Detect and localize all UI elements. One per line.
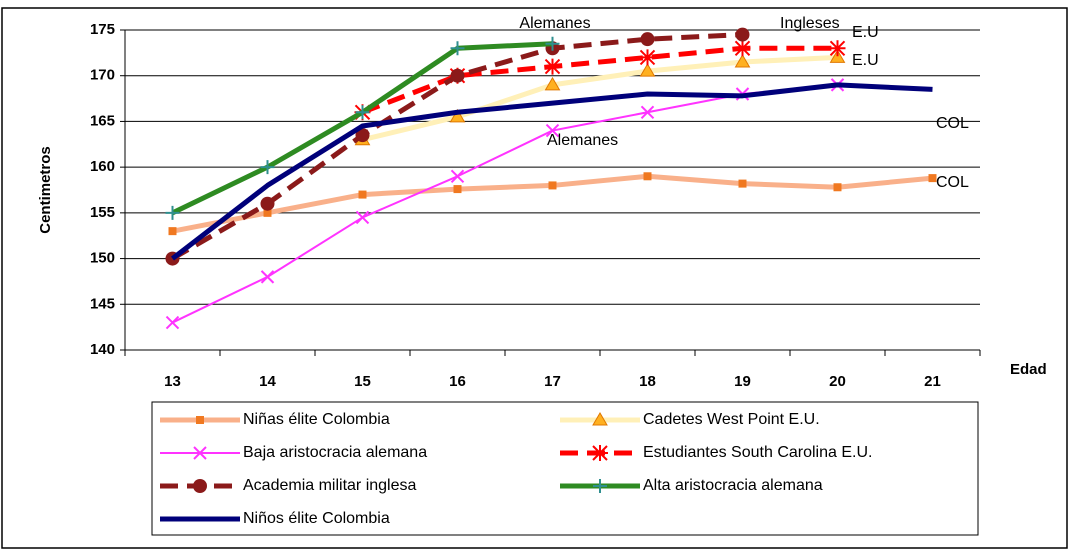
legend-label: Niños élite Colombia [243,510,390,527]
marker [639,63,656,77]
legend-box [151,401,979,536]
marker [640,32,655,47]
annotation: COL [936,174,969,191]
annotation: Alemanes [519,15,590,32]
marker [544,76,561,91]
marker [545,123,560,138]
marker [592,412,608,426]
legend-label: Estudiantes South Carolina E.U. [643,444,872,461]
marker [734,54,751,68]
marker [593,479,607,493]
marker [260,196,275,211]
marker [829,40,846,57]
y-tick-label: 150 [90,250,115,267]
y-tick-label: 170 [90,67,115,84]
marker [544,58,561,75]
marker [833,183,842,192]
marker [450,68,465,83]
x-tick-label: 14 [259,373,276,390]
marker [196,416,204,424]
chart-frame [1,7,1068,549]
y-tick-label: 160 [90,158,115,175]
x-tick-label: 21 [924,373,941,390]
y-tick-label: 175 [90,21,115,38]
marker [548,181,557,190]
annotation: Alemanes [547,132,618,149]
marker [735,27,750,42]
marker [355,210,370,225]
marker [449,108,466,123]
series-line [361,45,838,115]
x-tick-label: 16 [449,373,466,390]
marker [193,446,207,460]
legend-label: Cadetes West Point E.U. [643,411,820,428]
legend-label: Alta aristocracia alemana [643,477,823,494]
marker [260,270,275,284]
annotation: E.U [852,52,879,69]
y-tick-label: 165 [90,112,115,129]
marker [358,190,367,199]
marker [260,160,275,175]
y-tick-label: 145 [90,295,115,312]
marker [829,49,846,63]
series-line [361,54,838,143]
marker [355,105,370,120]
annotation: COL [936,115,969,132]
x-tick-label: 17 [544,373,561,390]
marker [592,445,608,461]
y-tick-label: 155 [90,204,115,221]
marker [193,479,207,493]
marker [643,172,652,181]
series-line [170,82,933,261]
marker [640,105,655,119]
marker [263,208,272,217]
marker [738,179,747,188]
marker [639,49,656,66]
x-tick-label: 19 [734,373,751,390]
y-axis-title: Centimetros [37,146,54,234]
marker [928,174,937,183]
marker [545,36,560,51]
marker [165,205,180,220]
marker [168,227,177,236]
marker [734,40,751,57]
marker [355,128,370,143]
marker [165,315,180,330]
x-tick-label: 18 [639,373,656,390]
x-tick-label: 15 [354,373,371,390]
annotation: E.U [852,24,879,41]
y-tick-label: 140 [90,341,115,358]
legend-label: Niñas élite Colombia [243,411,390,428]
marker [450,41,465,56]
marker [453,185,462,194]
annotation: Ingleses [780,15,840,32]
x-tick-label: 13 [164,373,181,390]
x-tick-label: 20 [829,373,846,390]
marker [450,169,465,183]
x-axis-title: Edad [1010,361,1047,378]
legend-label: Baja aristocracia alemana [243,444,427,461]
legend-label: Academia militar inglesa [243,477,417,494]
